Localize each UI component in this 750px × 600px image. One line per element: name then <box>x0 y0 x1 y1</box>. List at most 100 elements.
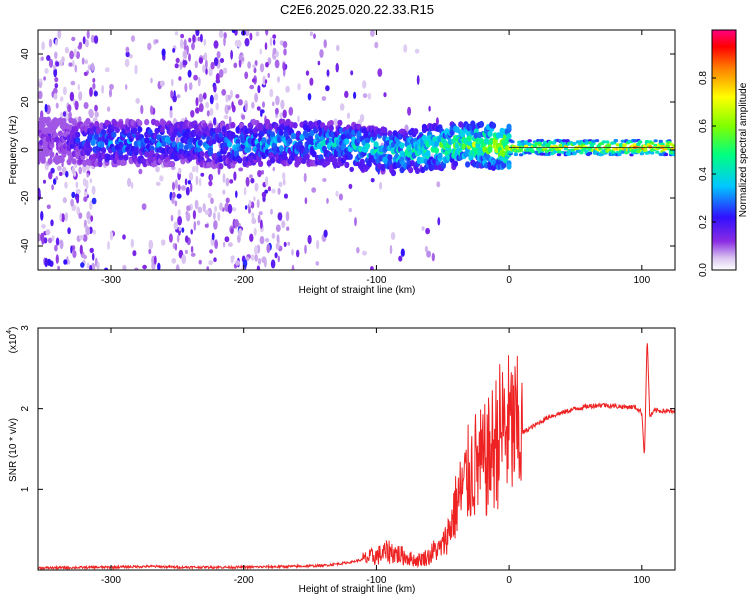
spectrogram-speckle <box>214 205 218 213</box>
spectrogram-speckle <box>70 245 73 254</box>
spectrogram-speckle <box>238 58 242 68</box>
spectrogram-speckle <box>198 259 202 265</box>
spectrogram-cell <box>159 126 165 133</box>
spectrogram-speckle <box>92 83 96 90</box>
spectrogram-speckle <box>188 37 192 43</box>
spectrogram-speckle <box>38 78 43 83</box>
spectrogram-speckle <box>407 106 412 116</box>
spectrogram-speckle <box>251 212 255 218</box>
spectrogram-cell <box>513 152 519 157</box>
spectrogram-speckle <box>231 30 236 34</box>
spectrogram-speckle <box>370 178 375 183</box>
spectrogram-speckle <box>187 69 192 78</box>
spectrogram-speckle <box>280 99 285 110</box>
spectrogram-speckle <box>336 44 340 52</box>
spectrogram-speckle <box>47 237 53 244</box>
spectrogram-speckle <box>245 176 250 187</box>
spectrogram-speckle <box>254 60 258 67</box>
spectrogram-speckle <box>282 62 286 71</box>
spectrogram-speckle <box>250 201 255 209</box>
spectrogram-speckle <box>188 82 193 91</box>
spectrogram-heatmap <box>38 30 675 270</box>
spectrogram-speckle <box>278 181 283 188</box>
spectrogram-cell <box>45 116 52 123</box>
spectrogram-speckle <box>61 162 64 167</box>
spectrogram-speckle <box>41 41 45 51</box>
spectrogram-cell <box>170 161 176 168</box>
y-tick-label: -20 <box>20 190 31 205</box>
spectrogram-speckle <box>315 261 320 266</box>
spectrogram-speckle <box>178 76 182 81</box>
spectrogram-cell <box>73 125 79 133</box>
spectrogram-speckle <box>184 249 188 254</box>
spectrogram-speckle <box>104 67 110 73</box>
spectrogram-speckle <box>258 211 263 216</box>
spectrogram-speckle <box>79 235 84 240</box>
spectrogram-speckle <box>223 114 229 120</box>
snr-axes-frame <box>37 327 676 571</box>
spectrogram-cell <box>437 152 443 159</box>
x-tick-label: -300 <box>101 575 121 586</box>
spectrogram-speckle <box>214 239 219 250</box>
spectrogram-cell <box>387 154 393 161</box>
spectrogram-cell <box>133 147 139 154</box>
spectrogram-speckle <box>71 60 75 68</box>
spectrogram-speckle <box>251 217 256 224</box>
spectrogram-cell <box>510 140 515 144</box>
spectrogram-speckle <box>249 32 253 41</box>
spectrogram-speckle <box>68 62 73 67</box>
spectrogram-speckle <box>52 64 57 70</box>
spectrogram-cell <box>304 153 310 160</box>
spectrogram-speckle <box>190 245 194 253</box>
colorbar-tick-label: 0.4 <box>698 167 709 181</box>
spectrogram-speckle <box>238 167 244 172</box>
spectrogram-speckle <box>109 230 114 241</box>
spectrogram-speckle <box>92 117 98 122</box>
spectrogram-speckle <box>61 213 65 223</box>
spectrogram-speckle <box>204 210 210 215</box>
spectrogram-speckle <box>390 232 396 240</box>
spectrogram-speckle <box>256 199 260 209</box>
spectrogram-speckle <box>159 80 165 87</box>
spectrogram-speckle <box>173 221 179 230</box>
spectrogram-speckle <box>269 88 274 97</box>
spectrogram-speckle <box>127 177 132 187</box>
spectrogram-cell <box>344 161 350 169</box>
spectrogram-speckle <box>264 79 268 84</box>
x-tick-label: -300 <box>101 275 121 286</box>
spectrogram-speckle <box>297 115 300 123</box>
spectrogram-speckle <box>297 83 301 91</box>
spectrogram-cell <box>218 163 224 170</box>
spectrogram-speckle <box>82 36 86 45</box>
spectrogram-cell <box>587 151 593 155</box>
spectrogram-cell <box>207 146 214 154</box>
spectrogram-speckle <box>230 255 235 260</box>
spectrogram-speckle <box>101 84 104 94</box>
spectrogram-cell <box>237 157 243 164</box>
spectrogram-speckle <box>55 102 59 109</box>
spectrogram-speckle <box>92 78 96 83</box>
spectrogram-speckle <box>291 264 295 270</box>
spectrogram-speckle <box>421 226 425 231</box>
spectrogram-speckle <box>178 226 182 231</box>
spectrogram-cell <box>665 144 670 148</box>
spectrogram-speckle <box>192 165 196 173</box>
spectrogram-speckle <box>208 180 213 187</box>
spectrogram-speckle <box>176 234 180 243</box>
spectrogram-speckle <box>250 177 255 184</box>
spectrogram-speckle <box>86 211 91 221</box>
spectrogram-speckle <box>94 111 99 118</box>
spectrogram-speckle <box>89 247 94 253</box>
spectrogram-speckle <box>194 60 198 69</box>
spectrogram-cell <box>149 149 155 157</box>
spectrogram-cell <box>414 167 421 175</box>
spectrogram-speckle <box>257 258 262 265</box>
spectrogram-speckle <box>53 93 58 100</box>
spectrogram-speckle <box>142 264 148 270</box>
spectrogram-speckle <box>64 212 69 221</box>
spectrogram-speckle <box>244 30 250 37</box>
spectrogram-speckle <box>83 191 88 197</box>
spectrogram-cell <box>506 133 512 140</box>
spectrogram-speckle <box>277 187 281 195</box>
